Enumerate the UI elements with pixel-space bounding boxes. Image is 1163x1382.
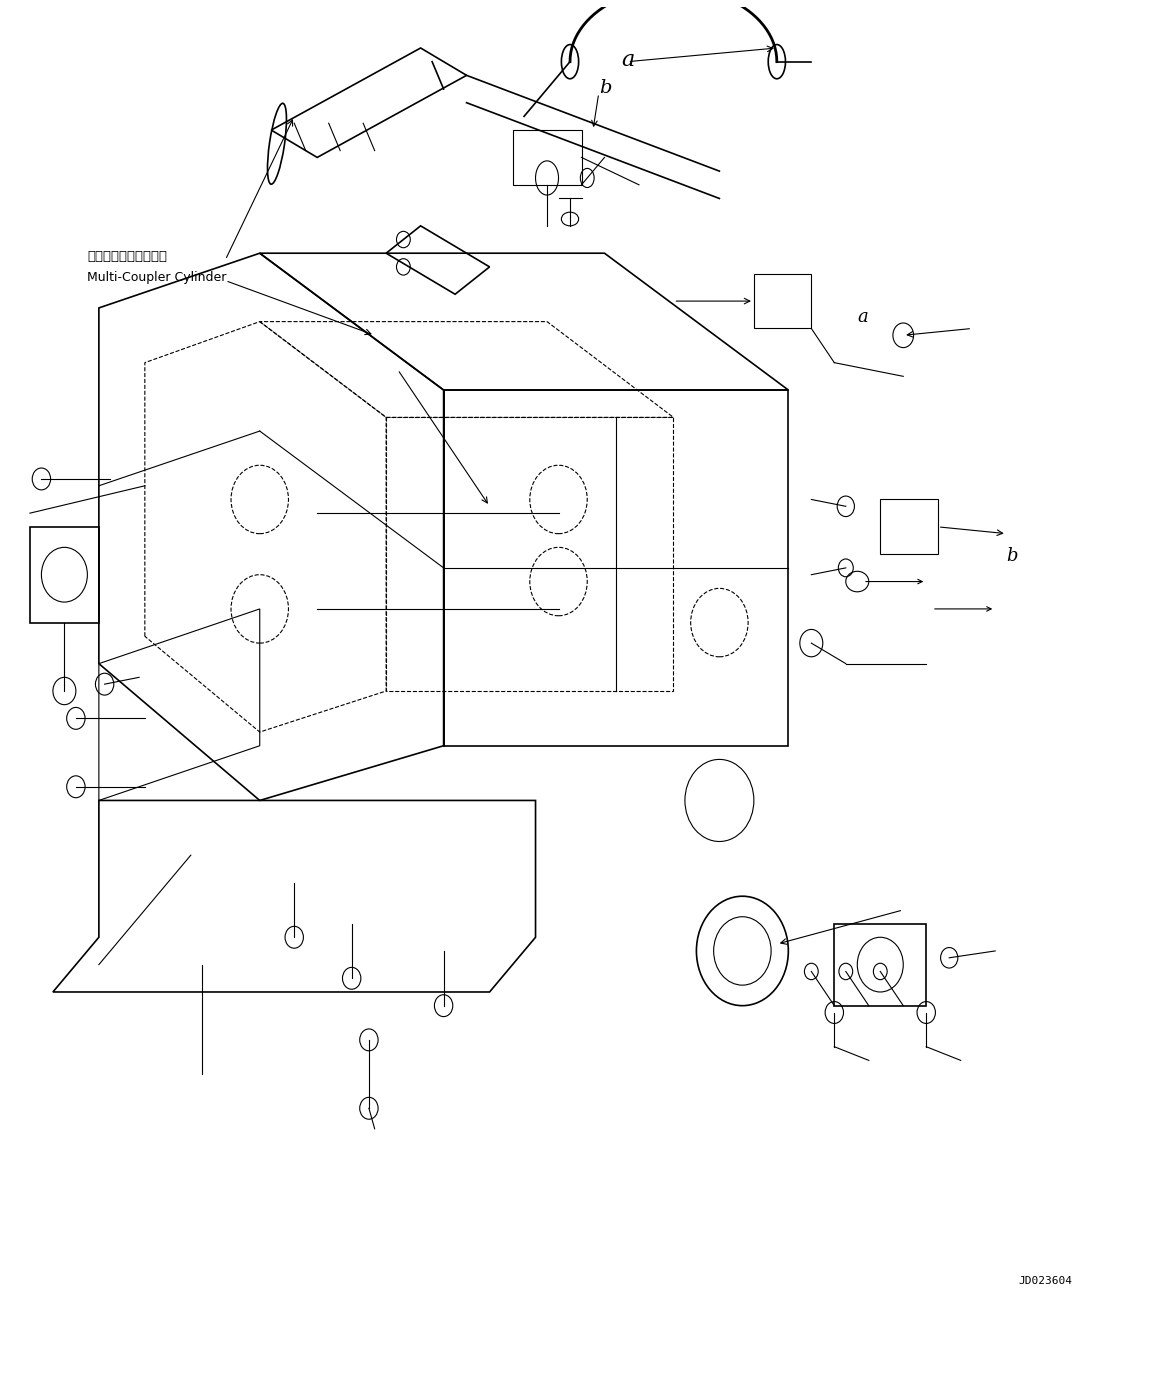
Text: a: a	[857, 308, 868, 326]
Bar	[30, 527, 99, 623]
Text: マルチカプラシリンダ: マルチカプラシリンダ	[87, 250, 167, 263]
Text: a: a	[622, 48, 635, 70]
Text: JD023604: JD023604	[1018, 1276, 1072, 1287]
Text: Multi-Coupler Cylinder: Multi-Coupler Cylinder	[87, 271, 227, 283]
Bar	[513, 130, 582, 185]
Bar	[754, 274, 812, 329]
Text: b: b	[1007, 547, 1018, 565]
Bar	[880, 499, 937, 554]
Bar	[834, 923, 926, 1006]
Text: b: b	[599, 79, 612, 97]
